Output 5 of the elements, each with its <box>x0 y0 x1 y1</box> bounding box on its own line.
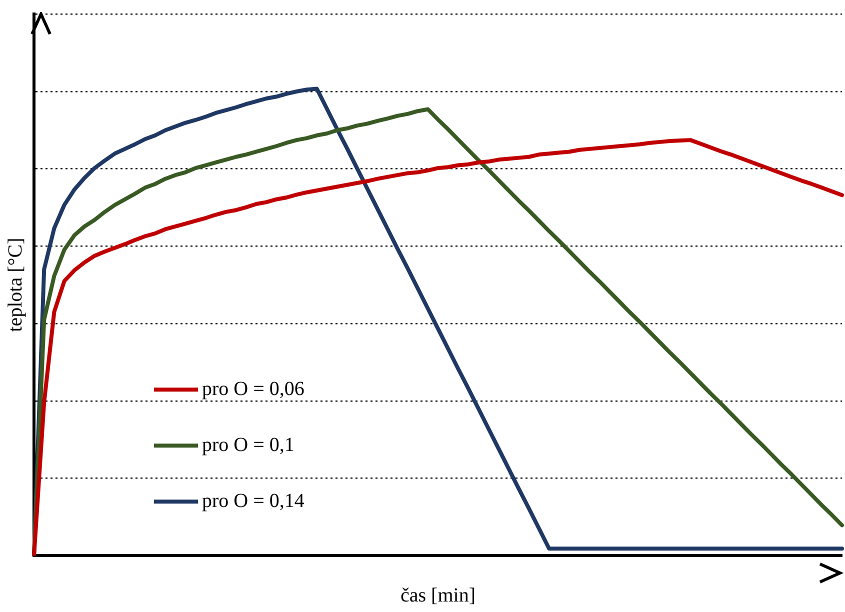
legend-label: pro O = 0,1 <box>202 434 294 456</box>
x-axis-title: čas [min] <box>400 584 476 606</box>
y-axis-title: teplota [°C] <box>4 238 26 332</box>
legend-label: pro O = 0,06 <box>202 378 304 400</box>
legend-label: pro O = 0,14 <box>202 490 304 512</box>
